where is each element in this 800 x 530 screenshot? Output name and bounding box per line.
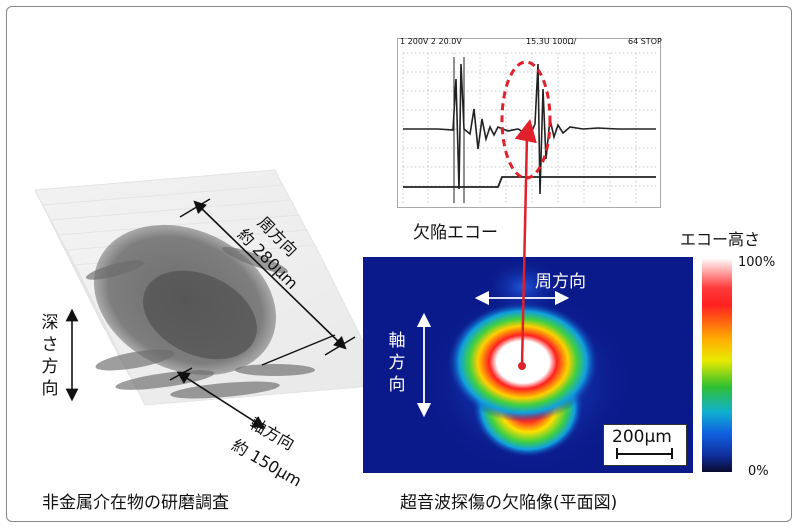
figure-frame <box>6 6 792 522</box>
cscan-axial-arrow <box>416 312 432 418</box>
scale-box: 200μm <box>603 424 687 466</box>
osc-header-mid: 15.3U 100Ω/ <box>526 37 577 46</box>
axial-dimension-line <box>169 334 336 429</box>
osc-header-right: 64 STOP <box>628 37 662 46</box>
colorbar <box>702 258 732 472</box>
colorbar-max: 100% <box>738 255 776 270</box>
defect-echo-marker <box>500 60 552 180</box>
scale-label: 200μm <box>612 427 672 447</box>
cscan-circ-arrow <box>474 290 570 306</box>
scale-bar <box>616 453 672 455</box>
circ-dimension-line <box>179 198 356 356</box>
left-panel-caption: 非金属介在物の研磨調査 <box>42 493 229 513</box>
osc-caption: 欠陥エコー <box>413 223 498 243</box>
osc-header-left: 1 200V 2 20.0V <box>400 37 462 46</box>
echo-to-defect-connector <box>514 118 537 370</box>
depth-direction-arrow <box>65 308 79 402</box>
cscan-caption: 超音波探傷の欠陥像(平面図) <box>400 493 618 513</box>
cscan-circ-label: 周方向 <box>535 272 586 292</box>
colorbar-min: 0% <box>748 464 769 479</box>
cscan-axial-label: 軸 方 向 <box>388 331 406 395</box>
depth-direction-label: 深 さ 方 向 <box>41 313 59 399</box>
colorbar-title: エコー高さ <box>680 230 761 249</box>
